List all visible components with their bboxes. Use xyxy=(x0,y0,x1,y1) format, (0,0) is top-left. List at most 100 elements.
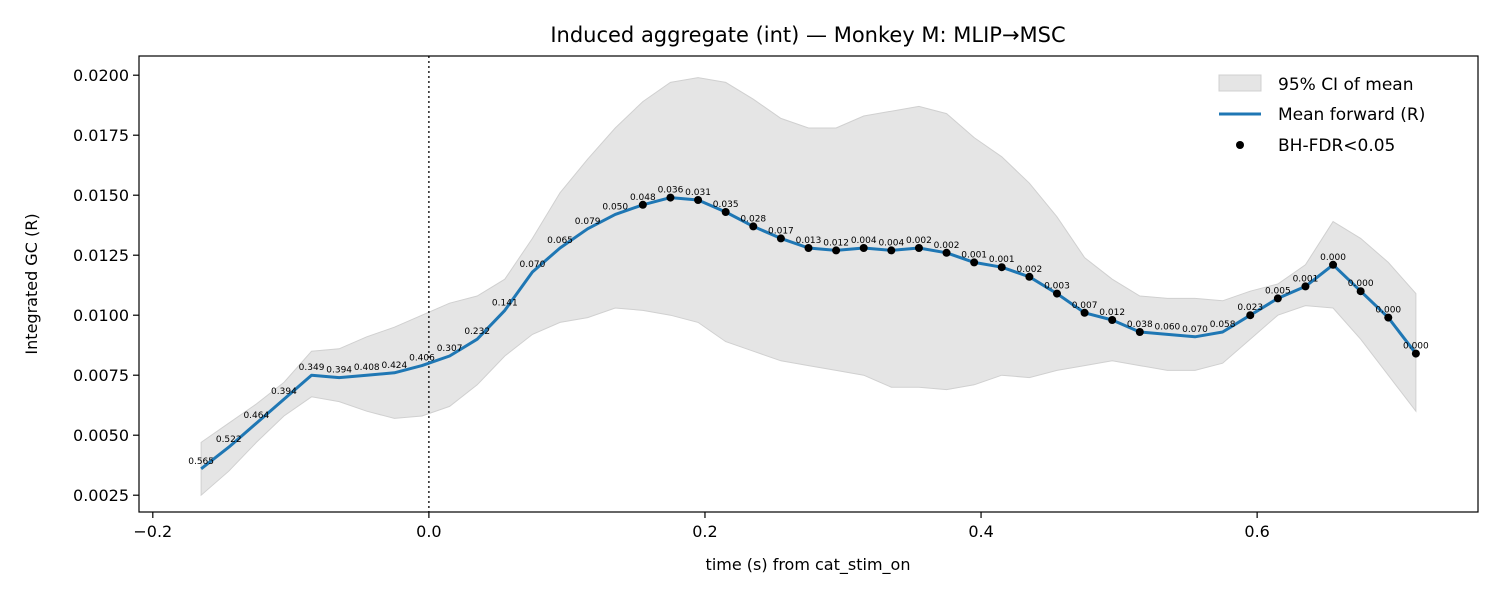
p-value-label: 0.012 xyxy=(823,238,849,248)
sig-marker xyxy=(1135,328,1144,336)
p-value-label: 0.017 xyxy=(768,226,794,236)
p-value-label: 0.070 xyxy=(1182,325,1208,335)
x-tick-label: 0.0 xyxy=(416,522,441,541)
p-value-label: 0.038 xyxy=(1127,320,1153,330)
sig-marker xyxy=(1052,289,1061,298)
p-value-label: 0.002 xyxy=(1016,265,1042,275)
y-axis-label: Integrated GC (R) xyxy=(22,213,41,354)
sig-marker xyxy=(1384,313,1393,322)
sig-marker xyxy=(638,200,647,209)
p-value-label: 0.028 xyxy=(740,214,766,224)
p-value-label: 0.031 xyxy=(685,188,711,198)
p-value-label: 0.349 xyxy=(299,363,325,373)
p-value-label: 0.003 xyxy=(1044,282,1070,292)
p-value-label: 0.000 xyxy=(1320,253,1346,263)
p-value-label: 0.565 xyxy=(188,457,214,467)
x-tick-label: −0.2 xyxy=(133,522,172,541)
legend: 95% CI of mean Mean forward (R) BH-FDR<0… xyxy=(1218,74,1425,156)
sig-marker xyxy=(859,244,868,252)
p-value-label: 0.004 xyxy=(851,236,877,246)
p-value-label: 0.004 xyxy=(878,238,904,248)
p-value-label: 0.060 xyxy=(1155,322,1181,332)
p-value-label: 0.036 xyxy=(658,186,684,196)
x-tick-label: 0.2 xyxy=(692,522,717,541)
p-value-label: 0.406 xyxy=(409,354,435,364)
p-value-label: 0.464 xyxy=(243,411,269,421)
legend-sig-label: BH-FDR<0.05 xyxy=(1278,136,1395,156)
y-tick-label: 0.0200 xyxy=(73,66,129,85)
sig-marker xyxy=(997,263,1006,272)
p-value-label: 0.058 xyxy=(1210,320,1236,330)
p-value-label: 0.394 xyxy=(271,387,297,397)
p-value-label: 0.000 xyxy=(1375,306,1401,316)
p-value-label: 0.023 xyxy=(1237,303,1263,313)
p-value-label: 0.424 xyxy=(381,361,407,371)
p-value-label: 0.070 xyxy=(520,260,546,270)
sig-marker xyxy=(914,244,923,252)
ci-band xyxy=(200,77,1417,497)
x-tick-label: 0.6 xyxy=(1244,522,1269,541)
sig-marker xyxy=(721,208,730,216)
legend-sig-marker xyxy=(1236,141,1244,149)
sig-marker xyxy=(1329,260,1338,269)
p-value-label: 0.307 xyxy=(437,344,463,354)
sig-marker xyxy=(1246,311,1255,320)
y-axis-ticks: 0.0025 0.0050 0.0075 0.0100 0.0125 0.0150 0.01… xyxy=(73,66,139,505)
sig-marker xyxy=(1273,294,1282,303)
sig-marker xyxy=(887,246,896,255)
chart-title: Induced aggregate (int) — Monkey M: MLIP… xyxy=(550,23,1065,47)
p-value-label: 0.012 xyxy=(1099,308,1125,318)
legend-ci-label: 95% CI of mean xyxy=(1278,75,1413,95)
y-tick-label: 0.0150 xyxy=(73,186,129,205)
y-tick-label: 0.0050 xyxy=(73,426,129,445)
p-value-label: 0.001 xyxy=(1293,274,1319,284)
sig-marker xyxy=(1356,287,1365,296)
significance-markers xyxy=(638,193,1420,358)
p-value-label: 0.002 xyxy=(934,241,960,251)
sig-marker xyxy=(1411,349,1420,358)
p-value-label: 0.001 xyxy=(961,250,987,260)
p-value-label: 0.002 xyxy=(906,236,932,246)
legend-ci-swatch xyxy=(1218,74,1262,92)
p-value-label: 0.394 xyxy=(326,366,352,376)
sig-marker xyxy=(1080,308,1089,317)
sig-marker xyxy=(942,248,951,257)
p-value-label: 0.079 xyxy=(575,217,601,227)
p-value-label: 0.050 xyxy=(602,202,628,212)
p-value-label: 0.408 xyxy=(354,363,380,373)
x-axis-label: time (s) from cat_stim_on xyxy=(706,555,911,575)
p-value-label: 0.013 xyxy=(796,236,822,246)
p-value-label: 0.007 xyxy=(1072,301,1098,311)
p-value-label: 0.065 xyxy=(547,236,573,246)
y-tick-label: 0.0075 xyxy=(73,366,129,385)
sig-marker xyxy=(832,246,841,255)
y-tick-label: 0.0125 xyxy=(73,246,129,265)
sig-marker xyxy=(970,258,979,267)
x-tick-label: 0.4 xyxy=(968,522,993,541)
p-value-label: 0.035 xyxy=(713,200,739,210)
sig-marker xyxy=(1108,316,1117,324)
p-value-label: 0.232 xyxy=(464,327,490,337)
legend-mean-label: Mean forward (R) xyxy=(1278,105,1425,125)
p-value-label: 0.000 xyxy=(1403,342,1429,352)
y-tick-label: 0.0025 xyxy=(73,486,129,505)
sig-marker xyxy=(694,196,703,204)
y-tick-label: 0.0100 xyxy=(73,306,129,325)
y-tick-label: 0.0175 xyxy=(73,126,129,145)
sig-marker xyxy=(749,222,758,231)
x-axis-ticks: −0.2 0.0 0.2 0.4 0.6 xyxy=(133,512,1270,541)
axes-frame xyxy=(138,55,1479,513)
p-value-label: 0.001 xyxy=(989,255,1015,265)
sig-marker xyxy=(666,193,675,202)
p-value-label: 0.141 xyxy=(492,298,518,308)
sig-marker xyxy=(804,244,813,252)
sig-marker xyxy=(1025,272,1034,281)
p-value-label: 0.005 xyxy=(1265,286,1291,296)
p-value-label: 0.522 xyxy=(216,435,242,445)
p-value-label: 0.000 xyxy=(1348,279,1374,289)
sig-marker xyxy=(776,234,785,243)
p-value-label: 0.048 xyxy=(630,193,656,203)
